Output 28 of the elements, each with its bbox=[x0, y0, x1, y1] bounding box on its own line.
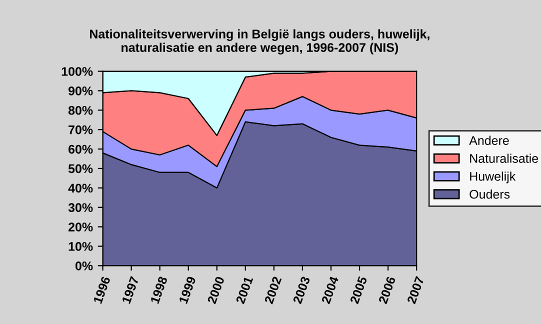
y-tick-label: 20% bbox=[68, 222, 93, 232]
x-tick-label: 1996 bbox=[93, 276, 111, 304]
y-tick-label: 10% bbox=[68, 242, 93, 251]
y-tick-label: 70% bbox=[68, 125, 93, 134]
x-tick-label: 2003 bbox=[292, 276, 310, 304]
y-tick-label: 90% bbox=[68, 86, 93, 96]
x-tick-label: 1998 bbox=[150, 276, 168, 304]
y-tick-label: 50% bbox=[68, 164, 93, 174]
legend-label: Naturalisatie bbox=[470, 154, 538, 163]
y-tick-label: 100% bbox=[62, 67, 93, 76]
legend-label: Andere bbox=[469, 136, 509, 145]
chart-title: Nationaliteitsverwerving in België langs ouders, huwelijk, naturalisatie en andere wegen, 1996-2007 (NIS) bbox=[90, 29, 430, 54]
x-tick-label: 2005 bbox=[350, 276, 368, 304]
x-tick-label: 2006 bbox=[378, 276, 396, 304]
y-tick-label: 40% bbox=[68, 184, 93, 193]
legend-label: Huwelijk bbox=[470, 172, 516, 184]
x-tick-label: 2004 bbox=[321, 276, 339, 304]
y-tick-label: 30% bbox=[68, 203, 93, 212]
legend-label: Ouders bbox=[470, 190, 510, 199]
y-tick-label: 80% bbox=[68, 106, 93, 115]
x-tick-label: 2000 bbox=[207, 276, 225, 304]
y-tick-label: 60% bbox=[68, 144, 93, 154]
y-tick-label: 0% bbox=[75, 261, 93, 270]
x-tick-label: 2001 bbox=[236, 276, 254, 304]
x-tick-label: 2002 bbox=[264, 276, 282, 304]
x-tick-label: 1999 bbox=[178, 276, 196, 304]
x-tick-label: 2007 bbox=[406, 276, 424, 304]
x-tick-label: 1997 bbox=[122, 276, 140, 304]
